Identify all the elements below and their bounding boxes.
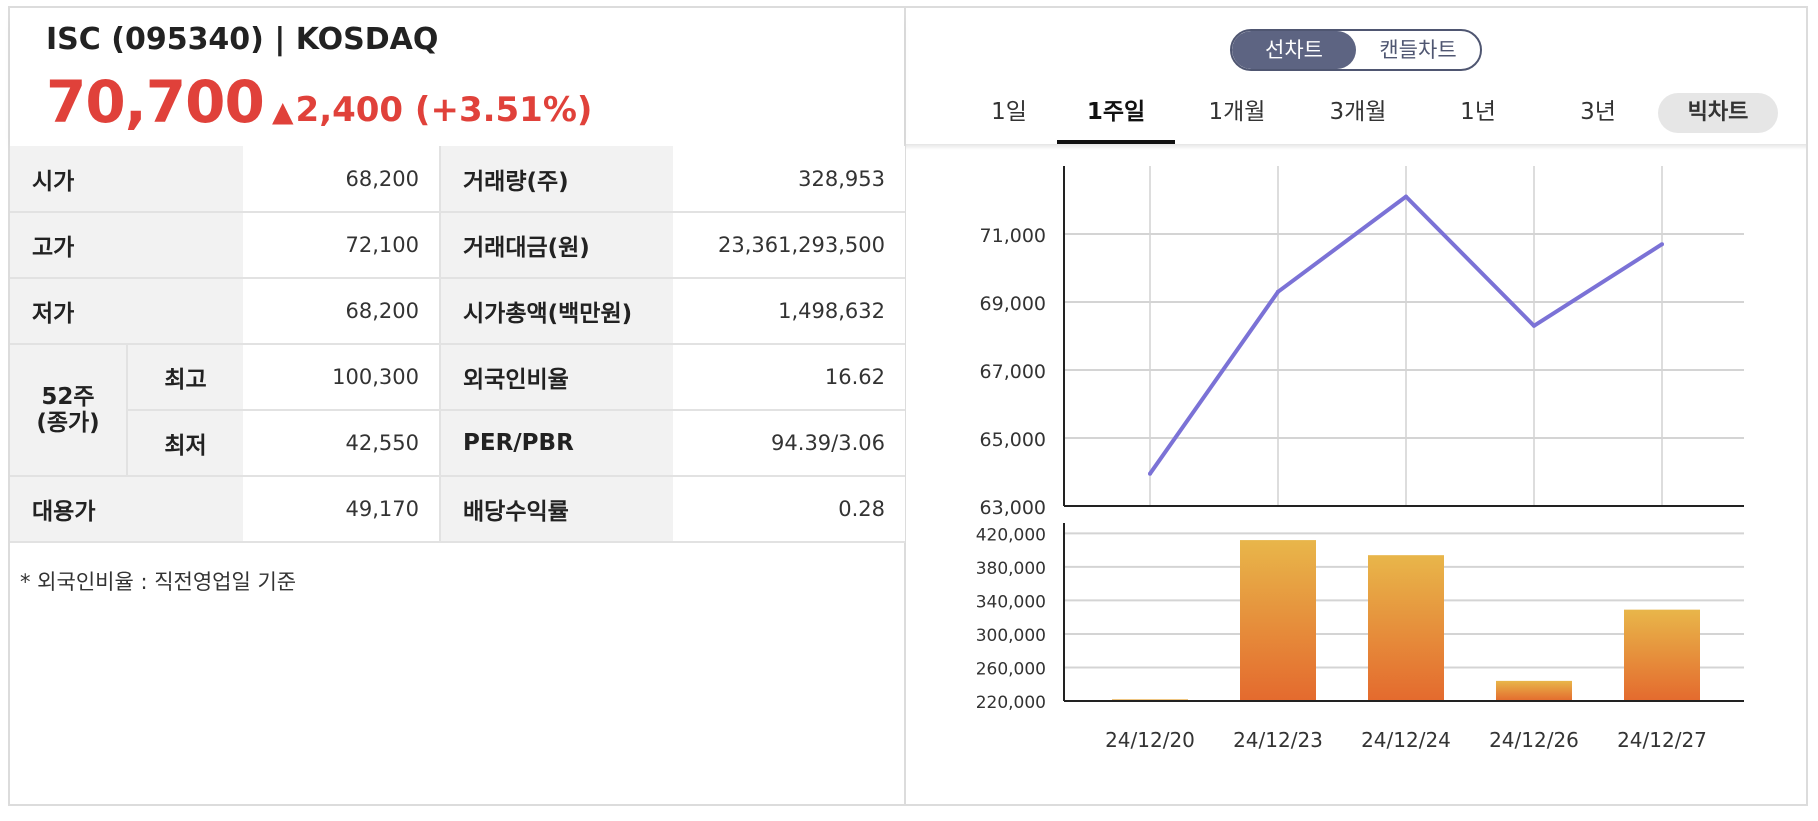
candle-chart-toggle[interactable]: 캔들차트: [1379, 38, 1457, 62]
price-point: [1404, 194, 1408, 199]
value-foreign-ratio: 16.62: [673, 344, 905, 411]
label-52week: 52주 (종가): [10, 344, 127, 477]
label-52week-line2: (종가): [36, 410, 100, 436]
price-point: [1276, 289, 1280, 294]
bar-ytick-label: 300,000: [976, 626, 1046, 646]
x-tick-label: 24/12/23: [1233, 728, 1323, 752]
line-ytick-label: 69,000: [980, 293, 1046, 315]
table-row: 최저 42,550 PER/PBR 94.39/3.06: [10, 410, 905, 477]
label-dividend-yield: 배당수익률: [439, 476, 673, 543]
label-52week-low: 최저: [126, 410, 243, 477]
x-tick-label: 24/12/26: [1489, 728, 1579, 752]
big-chart-button[interactable]: 빅차트: [1658, 93, 1778, 133]
volume-bar: [1624, 609, 1700, 701]
volume-bar: [1240, 540, 1316, 701]
footnote: * 외국인비율 : 직전영업일 기준: [20, 570, 297, 594]
stock-price: 70,700: [46, 68, 265, 136]
value-low: 68,200: [243, 278, 440, 345]
label-substitute-price: 대용가: [10, 476, 243, 543]
bar-ytick-label: 380,000: [976, 559, 1046, 579]
label-52week-high: 최고: [126, 344, 243, 411]
value-trade-amount: 23,361,293,500: [673, 212, 905, 279]
label-open: 시가: [10, 146, 243, 213]
value-volume: 328,953: [673, 146, 905, 213]
stock-change: ▲2,400 (+3.51%): [272, 90, 592, 130]
label-low: 저가: [10, 278, 243, 345]
tabs-shadow: [906, 144, 1806, 150]
tab-1month[interactable]: 1개월: [1208, 99, 1266, 125]
tab-3month[interactable]: 3개월: [1329, 99, 1387, 125]
value-52week-high: 100,300: [243, 344, 440, 411]
value-52week-low: 42,550: [243, 410, 440, 477]
price-point: [1148, 471, 1152, 476]
up-arrow-icon: ▲: [272, 95, 294, 128]
x-tick-label: 24/12/24: [1361, 728, 1451, 752]
change-value: 2,400 (+3.51%): [295, 90, 593, 130]
line-ytick-label: 63,000: [980, 497, 1046, 519]
line-chart-toggle[interactable]: 선차트: [1232, 31, 1356, 69]
tab-3year[interactable]: 3년: [1580, 99, 1616, 125]
quote-table: 시가 68,200 거래량(주) 328,953 고가 72,100 거래대금(…: [10, 146, 905, 543]
panel-divider: [904, 6, 906, 806]
table-row: 52주 (종가) 최고 100,300 외국인비율 16.62: [10, 344, 905, 477]
label-52week-line1: 52주: [41, 383, 95, 410]
tab-1year[interactable]: 1년: [1460, 99, 1496, 125]
label-trade-amount: 거래대금(원): [439, 212, 673, 279]
label-per-pbr: PER/PBR: [439, 410, 673, 477]
label-high: 고가: [10, 212, 243, 279]
price-point: [1660, 242, 1664, 247]
table-row: 저가 68,200 시가총액(백만원) 1,498,632: [10, 278, 905, 345]
stock-title: ISC (095340) | KOSDAQ: [46, 22, 439, 57]
price-line-chart: 71,000 69,000 67,000 65,000 63,000: [980, 166, 1744, 519]
value-dividend-yield: 0.28: [673, 476, 905, 543]
table-row: 고가 72,100 거래대금(원) 23,361,293,500: [10, 212, 905, 279]
label-foreign-ratio: 외국인비율: [439, 344, 673, 411]
bar-ytick-label: 220,000: [976, 693, 1046, 713]
x-tick-label: 24/12/20: [1105, 728, 1195, 752]
line-ytick-label: 67,000: [980, 361, 1046, 383]
tab-1day[interactable]: 1일: [991, 99, 1027, 125]
x-tick-label: 24/12/27: [1617, 728, 1707, 752]
value-high: 72,100: [243, 212, 440, 279]
value-market-cap: 1,498,632: [673, 278, 905, 345]
value-substitute-price: 49,170: [243, 476, 440, 543]
label-market-cap: 시가총액(백만원): [439, 278, 673, 345]
period-tabs: 1일 1주일 1개월 3개월 1년 3년: [950, 86, 1780, 144]
volume-bar: [1368, 555, 1444, 701]
table-row: 대용가 49,170 배당수익률 0.28: [10, 476, 905, 543]
price-point: [1532, 323, 1536, 328]
line-ytick-label: 71,000: [980, 225, 1046, 247]
bar-ytick-label: 340,000: [976, 592, 1046, 612]
bar-ytick-label: 420,000: [976, 525, 1046, 545]
value-open: 68,200: [243, 146, 440, 213]
label-volume: 거래량(주): [439, 146, 673, 213]
volume-bar-chart: 420,000 380,000 340,000 300,000 260,000 220,0…: [976, 523, 1744, 752]
chart-type-toggle[interactable]: 선차트 캔들차트: [1230, 29, 1482, 71]
table-row: 시가 68,200 거래량(주) 328,953: [10, 146, 905, 213]
volume-bar: [1496, 680, 1572, 701]
bar-ytick-label: 260,000: [976, 659, 1046, 679]
stock-header: ISC (095340) | KOSDAQ 70,700 ▲2,400 (+3.…: [10, 8, 904, 146]
line-ytick-label: 65,000: [980, 429, 1046, 451]
value-per-pbr: 94.39/3.06: [673, 410, 905, 477]
tab-1week[interactable]: 1주일: [1057, 86, 1175, 144]
